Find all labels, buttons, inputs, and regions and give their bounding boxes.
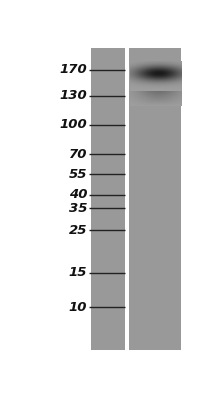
Text: 10: 10 [69, 301, 87, 314]
Text: 25: 25 [69, 224, 87, 237]
Text: 40: 40 [69, 188, 87, 202]
Text: 170: 170 [59, 63, 87, 76]
Text: 100: 100 [59, 118, 87, 132]
Text: 130: 130 [59, 89, 87, 102]
Bar [91, 48, 125, 350]
Text: 70: 70 [69, 148, 87, 161]
Text: 15: 15 [69, 266, 87, 279]
Bar [129, 48, 181, 350]
Text: 55: 55 [69, 168, 87, 181]
Bar [125, 48, 129, 350]
Text: 35: 35 [69, 202, 87, 215]
